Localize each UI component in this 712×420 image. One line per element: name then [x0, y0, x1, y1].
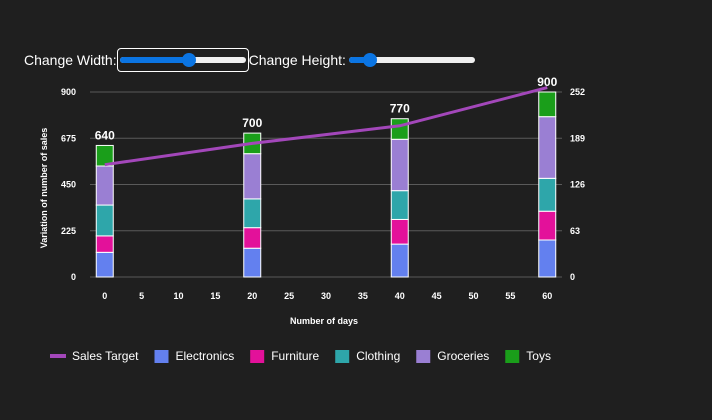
y-tick-label: 900 — [61, 87, 76, 97]
x-tick-label: 40 — [395, 291, 405, 301]
legend-swatch — [154, 350, 169, 363]
legend-label: Clothing — [356, 349, 400, 363]
change-height-label: Change Height: — [248, 52, 346, 68]
y2-tick-label: 0 — [570, 272, 575, 282]
bar-segment-toys — [95, 144, 114, 167]
y2-tick-label: 189 — [570, 133, 585, 143]
y2-tick-label: 252 — [570, 87, 585, 97]
x-tick-label: 15 — [210, 291, 220, 301]
x-tick-label: 0 — [102, 291, 107, 301]
bar-segment-electronics — [243, 247, 262, 278]
x-tick-label: 60 — [542, 291, 552, 301]
bar-segment-clothing — [95, 204, 114, 237]
x-tick-label: 30 — [321, 291, 331, 301]
x-tick-label: 45 — [432, 291, 442, 301]
legend-swatch — [250, 350, 265, 363]
x-tick-label: 20 — [247, 291, 257, 301]
sales-target-line-group — [104, 86, 548, 167]
bar-segment-furniture — [538, 210, 557, 241]
change-height-slider-wrap — [346, 48, 478, 72]
bar-segment-toys — [538, 91, 557, 118]
y-tick-label: 675 — [61, 133, 76, 143]
total-labels: 640 700 770 900 — [95, 75, 558, 142]
bar-segment-furniture — [390, 218, 409, 245]
legend-label: Groceries — [437, 349, 489, 363]
x-tick-label: 25 — [284, 291, 294, 301]
change-height-slider-thumb[interactable] — [363, 53, 378, 67]
bars — [95, 91, 557, 278]
y2-tick-label: 63 — [570, 226, 580, 236]
grid-lines — [90, 91, 562, 278]
bar-segment-furniture — [95, 235, 114, 253]
bar-segment-electronics — [390, 243, 409, 278]
legend-label: Toys — [526, 349, 551, 363]
x-tick-label: 10 — [173, 291, 183, 301]
change-width-slider-focus-ring — [116, 48, 249, 72]
legend-swatch — [416, 350, 431, 363]
sales-target-line — [104, 86, 548, 167]
bar-total-label: 770 — [390, 102, 410, 116]
x-tick-label: 35 — [358, 291, 368, 301]
bar-segment-electronics — [538, 239, 557, 278]
change-height-slider-fill — [348, 57, 371, 63]
x-tick-label: 5 — [139, 291, 144, 301]
change-width-label: Change Width: — [24, 52, 117, 68]
change-width-slider-thumb[interactable] — [181, 53, 196, 67]
bar-segment-groceries — [538, 116, 557, 179]
bar-total-label: 640 — [95, 128, 115, 142]
bar-segment-groceries — [390, 138, 409, 192]
bar-segment-furniture — [243, 227, 262, 249]
x-tick-label: 55 — [505, 291, 515, 301]
change-width-slider[interactable] — [119, 53, 246, 67]
bar-total-label: 900 — [537, 75, 557, 89]
change-height-slider[interactable] — [348, 53, 475, 67]
y-tick-label: 450 — [61, 180, 76, 190]
chart-controls: Change Width: Change Height: — [24, 48, 478, 72]
y-axis-title: Variation of number of sales — [39, 128, 49, 249]
y-tick-label: 0 — [71, 272, 76, 282]
legend-label: Electronics — [176, 349, 235, 363]
y-tick-label: 225 — [61, 226, 76, 236]
x-axis-title: Number of days — [290, 316, 358, 326]
x-tick-label: 50 — [468, 291, 478, 301]
legend-label: Furniture — [271, 349, 319, 363]
bar-segment-clothing — [390, 190, 409, 220]
bar-segment-groceries — [243, 153, 262, 200]
legend-label: Sales Target — [72, 349, 139, 363]
bar-total-label: 700 — [242, 116, 262, 130]
bar-segment-clothing — [538, 177, 557, 212]
y-axis-ticks: 0 225 450 675 900 — [61, 87, 76, 282]
legend-swatch — [505, 350, 520, 363]
bar-segment-electronics — [95, 251, 114, 278]
bar-segment-clothing — [243, 198, 262, 229]
change-width-slider-fill — [119, 57, 189, 63]
bar-segment-toys — [390, 118, 409, 140]
y2-tick-label: 126 — [570, 180, 585, 190]
x-axis-ticks: 0 5 10 15 20 25 30 35 40 45 50 55 60 — [102, 291, 552, 301]
legend: Sales Target Electronics Furniture Clothing… — [50, 349, 551, 363]
y2-axis-ticks: 0 63 126 189 252 — [570, 87, 585, 282]
legend-swatch — [335, 350, 350, 363]
bar-segment-groceries — [95, 165, 114, 206]
